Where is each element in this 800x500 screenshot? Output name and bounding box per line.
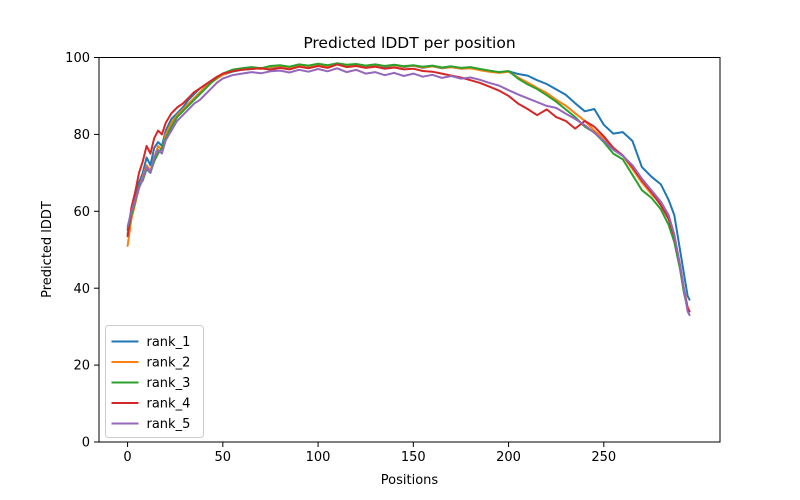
series-lines xyxy=(126,62,691,317)
x-axis-label: Positions xyxy=(381,473,439,488)
y-tick-label: 20 xyxy=(73,359,90,374)
series-line-rank_2 xyxy=(126,63,691,313)
legend-item-rank_2: rank_2 xyxy=(111,356,191,371)
legend: rank_1 rank_2 rank_3 rank_4 rank_5 xyxy=(105,325,204,438)
legend-item-rank_5: rank_5 xyxy=(111,417,191,432)
x-tick-label: 100 xyxy=(306,450,331,465)
chart-title: Predicted lDDT per position xyxy=(303,34,515,52)
plot-frame xyxy=(98,57,721,443)
legend-label-rank_3: rank_3 xyxy=(147,376,191,391)
x-tick-label: 200 xyxy=(496,450,521,465)
legend-box xyxy=(105,325,204,438)
legend-label-rank_1: rank_1 xyxy=(147,335,191,350)
y-tick-label: 60 xyxy=(73,205,90,220)
series-line-rank_4 xyxy=(126,63,691,313)
legend-label-rank_2: rank_2 xyxy=(147,356,191,371)
x-tick-label: 50 xyxy=(215,450,232,465)
x-axis-ticks: 0 50 100 150 200 250 xyxy=(123,442,616,465)
series-line-rank_1 xyxy=(126,63,691,301)
series-line-rank_5 xyxy=(126,67,691,317)
y-axis-ticks: 0 20 40 60 80 100 xyxy=(65,51,99,451)
y-axis-label: Predicted lDDT xyxy=(40,201,55,298)
series-line-rank_3 xyxy=(126,62,691,313)
legend-item-rank_1: rank_1 xyxy=(111,335,191,350)
x-tick-label: 150 xyxy=(401,450,426,465)
y-tick-label: 40 xyxy=(73,282,90,297)
legend-label-rank_4: rank_4 xyxy=(147,397,191,412)
x-tick-label: 250 xyxy=(591,450,616,465)
y-tick-label: 100 xyxy=(65,51,90,66)
x-tick-label: 0 xyxy=(123,450,131,465)
legend-item-rank_4: rank_4 xyxy=(111,397,191,412)
legend-label-rank_5: rank_5 xyxy=(147,417,191,432)
legend-item-rank_3: rank_3 xyxy=(111,376,191,391)
y-tick-label: 80 xyxy=(73,128,90,143)
y-tick-label: 0 xyxy=(82,436,90,451)
